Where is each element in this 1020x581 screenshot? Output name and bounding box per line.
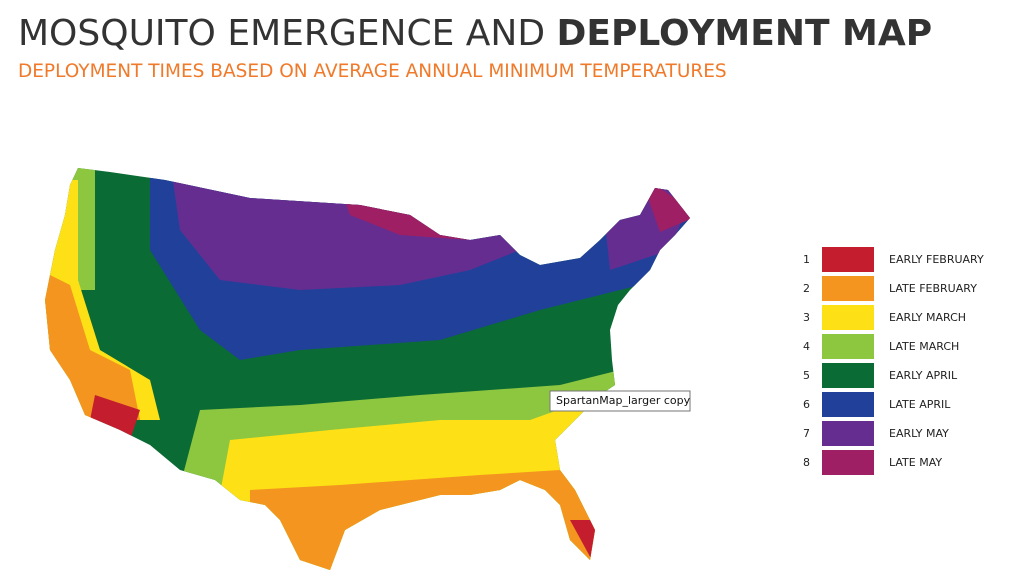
legend-label: LATE MARCH bbox=[889, 340, 959, 353]
tooltip: SpartanMap_larger copy bbox=[556, 394, 691, 407]
legend-number: 1 bbox=[803, 253, 810, 266]
legend-swatch bbox=[822, 305, 874, 330]
legend-label: LATE MAY bbox=[889, 456, 942, 469]
legend-swatch bbox=[822, 247, 874, 272]
legend-label: EARLY MAY bbox=[889, 427, 949, 440]
legend-number: 8 bbox=[803, 456, 810, 469]
legend-label: EARLY APRIL bbox=[889, 369, 958, 382]
map-zone bbox=[90, 395, 140, 440]
legend-label: LATE FEBRUARY bbox=[889, 282, 977, 295]
map bbox=[45, 168, 690, 570]
subtitle: DEPLOYMENT TIMES BASED ON AVERAGE ANNUAL… bbox=[18, 61, 727, 82]
legend-swatch bbox=[822, 450, 874, 475]
legend-swatch bbox=[822, 392, 874, 417]
map-zone bbox=[570, 520, 600, 570]
title-light: MOSQUITO EMERGENCE AND bbox=[18, 13, 545, 54]
legend-swatch bbox=[822, 421, 874, 446]
legend-number: 3 bbox=[803, 311, 810, 324]
legend-number: 2 bbox=[803, 282, 810, 295]
title-bold: DEPLOYMENT MAP bbox=[557, 13, 933, 54]
legend: 1 EARLY FEBRUARY 2 LATE FEBRUARY 3 EARLY MARC… bbox=[803, 247, 984, 475]
legend-number: 4 bbox=[803, 340, 810, 353]
map-zone bbox=[170, 168, 520, 290]
legend-number: 7 bbox=[803, 427, 810, 440]
tooltip-box bbox=[549, 390, 691, 412]
legend-swatch bbox=[822, 363, 874, 388]
title: MOSQUITO EMERGENCE AND DEPLOYMENT MAP bbox=[18, 13, 932, 54]
map-zone bbox=[640, 175, 690, 232]
legend-label: EARLY MARCH bbox=[889, 311, 966, 324]
legend-label: EARLY FEBRUARY bbox=[889, 253, 984, 266]
legend-swatch bbox=[822, 334, 874, 359]
legend-swatch bbox=[822, 276, 874, 301]
legend-number: 5 bbox=[803, 369, 810, 382]
legend-number: 6 bbox=[803, 398, 810, 411]
legend-label: LATE APRIL bbox=[889, 398, 951, 411]
